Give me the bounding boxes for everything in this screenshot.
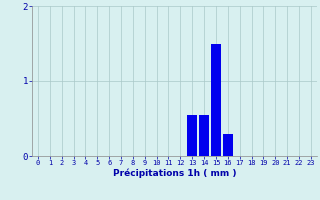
Bar — [199, 115, 209, 156]
Bar — [223, 134, 233, 156]
Bar — [187, 115, 197, 156]
Bar — [211, 44, 221, 156]
X-axis label: Précipitations 1h ( mm ): Précipitations 1h ( mm ) — [113, 169, 236, 178]
